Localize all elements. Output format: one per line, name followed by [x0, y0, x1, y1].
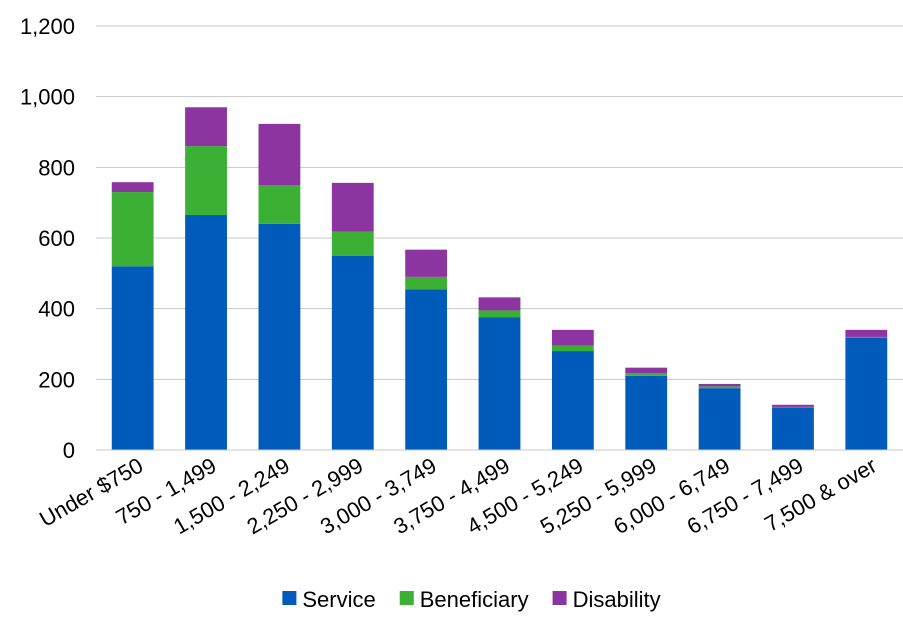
bar-beneficiary-6-750-7-499 — [772, 406, 814, 408]
y-tick-label: 600 — [38, 226, 75, 251]
bar-disability-6-000-6-749 — [698, 383, 741, 387]
bar-beneficiary-6-000-6-749 — [698, 386, 741, 389]
bar-beneficiary-750-1-499 — [185, 146, 227, 216]
bar-service-3-750-4-499 — [478, 317, 521, 450]
legend-label: Service — [302, 587, 375, 612]
bar-service-5-250-5-999 — [625, 375, 668, 450]
bar-beneficiary-2-250-2-999 — [331, 231, 374, 256]
bar-service-3-000-3-749 — [405, 289, 448, 450]
bar-service-6-750-7-499 — [772, 407, 814, 450]
bar-beneficiary-3-000-3-749 — [405, 276, 448, 290]
legend: Service Beneficiary Disability — [282, 587, 661, 612]
legend-label: Disability — [573, 587, 661, 612]
bar-disability-under-750 — [111, 182, 154, 193]
bar-service-1-500-2-249 — [258, 223, 301, 450]
y-tick-label: 1,200 — [20, 14, 75, 39]
bar-disability-2-250-2-999 — [331, 182, 374, 232]
bar-disability-7-500-over — [845, 329, 888, 337]
legend-item-disability: Disability — [552, 587, 661, 612]
bar-disability-1-500-2-249 — [258, 123, 301, 185]
bar-beneficiary-under-750 — [111, 192, 154, 267]
legend-swatch — [282, 591, 297, 605]
bar-disability-3-750-4-499 — [478, 297, 521, 311]
y-tick-label: 800 — [38, 155, 75, 180]
gridlines — [96, 25, 903, 380]
bar-disability-4-500-5-249 — [551, 329, 594, 346]
bar-disability-5-250-5-999 — [625, 367, 668, 373]
bar-beneficiary-3-750-4-499 — [478, 310, 521, 318]
bar-disability-6-750-7-499 — [772, 404, 814, 407]
bar-service-4-500-5-249 — [551, 351, 594, 450]
bar-service-6-000-6-749 — [698, 388, 741, 450]
y-tick-label: 200 — [38, 367, 75, 392]
bars — [111, 107, 888, 450]
legend-swatch — [399, 591, 414, 605]
y-axis-tick-labels: 0 200 400 600 800 1,000 1,200 — [20, 14, 75, 463]
legend-item-service: Service — [282, 587, 376, 612]
legend-swatch — [552, 591, 567, 605]
bar-disability-750-1-499 — [185, 107, 227, 147]
bar-service-750-1-499 — [185, 215, 227, 450]
y-tick-label: 0 — [63, 438, 75, 463]
y-tick-label: 1,000 — [20, 85, 75, 110]
bar-beneficiary-5-250-5-999 — [625, 372, 668, 376]
bar-beneficiary-7-500-over — [845, 336, 888, 338]
bar-service-7-500-over — [845, 337, 888, 450]
bar-beneficiary-1-500-2-249 — [258, 185, 301, 224]
legend-label: Beneficiary — [420, 587, 529, 612]
legend-item-beneficiary: Beneficiary — [399, 587, 529, 612]
bar-service-under-750 — [111, 266, 154, 450]
y-tick-label: 400 — [38, 297, 75, 322]
bar-disability-3-000-3-749 — [405, 249, 448, 277]
bar-service-2-250-2-999 — [331, 255, 374, 450]
bar-beneficiary-4-500-5-249 — [551, 345, 594, 352]
